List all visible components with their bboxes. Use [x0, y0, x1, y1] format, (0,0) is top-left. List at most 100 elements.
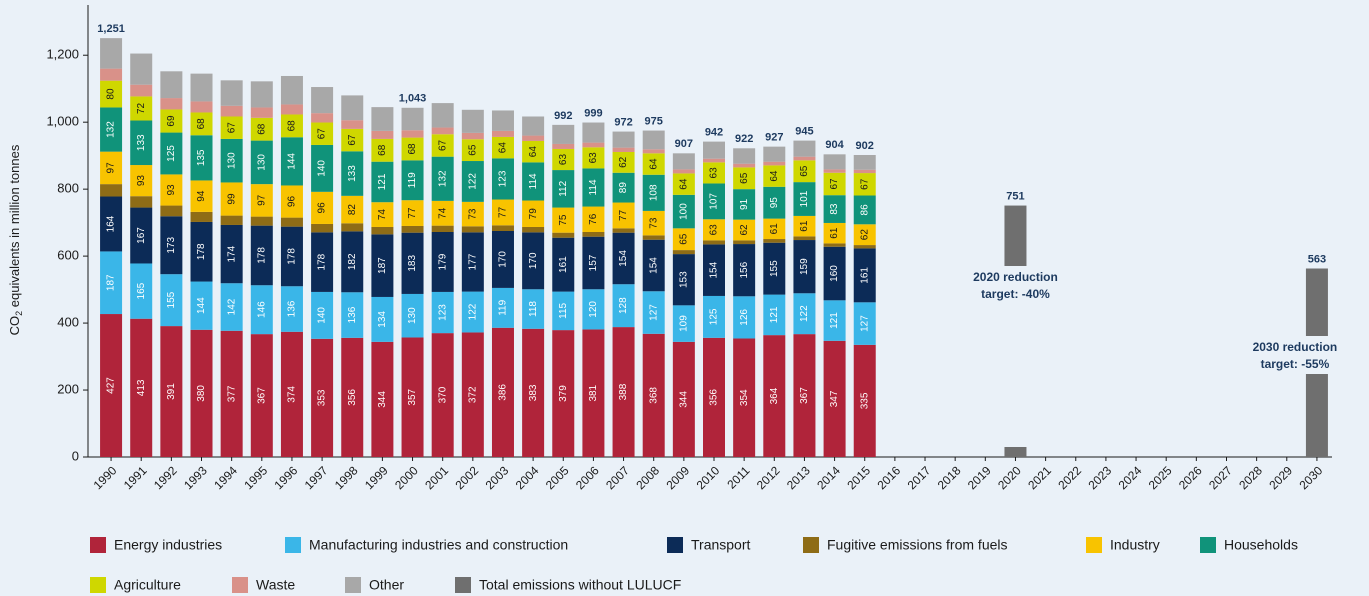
- legend-swatch: [345, 577, 361, 593]
- y-tick-label: 200: [57, 381, 79, 396]
- bar-segment: [371, 234, 394, 297]
- bar-segment: [130, 96, 153, 121]
- bar-segment: [853, 245, 876, 249]
- data-label: 119: [498, 299, 509, 315]
- data-label: 65: [739, 172, 750, 184]
- data-label: 67: [226, 122, 237, 134]
- bar-segment: [461, 139, 484, 162]
- data-label: 135: [196, 149, 207, 166]
- bar-segment: [220, 105, 243, 117]
- bar-segment: [250, 225, 273, 286]
- legend-label: Total emissions without LULUCF: [479, 577, 681, 593]
- bar-segment: [763, 165, 786, 187]
- data-label: 391: [166, 383, 177, 400]
- bar-segment: [733, 189, 756, 220]
- bar-segment: [190, 101, 213, 113]
- bar-segment: [823, 154, 846, 170]
- bar-segment: [220, 215, 243, 225]
- legend-label: Waste: [256, 577, 295, 593]
- bar-segment: [160, 326, 183, 457]
- bar-segment: [642, 130, 665, 150]
- legend-swatch: [803, 537, 819, 553]
- bar-segment: [763, 186, 786, 219]
- data-label: 133: [347, 165, 358, 182]
- bar-segment: [703, 158, 725, 163]
- y-axis-label-part: equivalents in million tonnes: [7, 144, 22, 311]
- data-label: 130: [226, 152, 237, 169]
- data-label: 388: [618, 383, 629, 400]
- legend-label: Transport: [691, 537, 751, 553]
- bar-segment: [250, 140, 273, 185]
- bar-segment: [793, 156, 816, 161]
- bar-segment: [220, 283, 243, 331]
- bar-segment: [522, 328, 545, 457]
- bar-segment: [491, 136, 514, 159]
- data-label: 140: [317, 307, 328, 324]
- bar-segment: [491, 225, 514, 231]
- bar-segment: [733, 148, 756, 164]
- bar-segment: [461, 161, 484, 202]
- bar-segment: [401, 225, 424, 233]
- data-label: 67: [437, 139, 448, 151]
- legend-swatch: [667, 537, 683, 553]
- bar-segment: [491, 287, 514, 328]
- total-label: 1,043: [399, 93, 427, 105]
- bar-segment: [853, 169, 876, 174]
- data-label: 374: [287, 386, 298, 403]
- bar-segment: [582, 236, 605, 290]
- data-label: 130: [256, 154, 267, 171]
- data-label: 127: [859, 315, 870, 332]
- bar-segment: [642, 235, 665, 240]
- bar-segment: [280, 114, 303, 138]
- bar-segment: [823, 172, 846, 196]
- bar-segment: [190, 329, 213, 457]
- data-label: 83: [829, 203, 840, 215]
- bar-segment: [823, 340, 846, 457]
- data-label: 167: [136, 227, 147, 244]
- bar-segment: [522, 116, 545, 136]
- data-label: 62: [618, 156, 629, 168]
- bar-segment: [100, 184, 123, 197]
- data-label: 72: [136, 102, 147, 114]
- bar-segment: [341, 223, 364, 232]
- bar-segment: [130, 263, 153, 319]
- data-label: 126: [739, 309, 750, 326]
- bar-segment: [612, 147, 635, 152]
- data-label: 82: [347, 204, 358, 216]
- bar-segment: [522, 232, 545, 290]
- data-label: 119: [407, 172, 418, 188]
- bar-segment: [672, 228, 695, 251]
- data-label: 74: [377, 209, 388, 221]
- bar-segment: [733, 296, 756, 339]
- annotation: target: -40%: [981, 287, 1050, 301]
- bar-segment: [190, 135, 213, 181]
- bar-segment: [401, 232, 424, 294]
- data-label: 368: [648, 387, 659, 404]
- total-label: 945: [795, 126, 813, 138]
- bar-segment: [431, 103, 454, 128]
- data-label: 123: [437, 304, 448, 321]
- bar-segment: [160, 174, 183, 206]
- legend-label: Manufacturing industries and constructio…: [309, 537, 568, 553]
- data-label: 77: [407, 207, 418, 219]
- data-label: 127: [648, 304, 659, 321]
- y-tick-label: 800: [57, 181, 79, 196]
- bar-segment: [371, 161, 394, 203]
- bar-segment: [280, 226, 303, 287]
- data-label: 123: [498, 170, 509, 187]
- data-label: 122: [799, 305, 810, 322]
- data-label: 154: [709, 261, 720, 278]
- data-label: 112: [558, 180, 569, 196]
- bar-segment: [522, 200, 545, 227]
- data-label: 178: [287, 248, 298, 265]
- bar-segment: [642, 174, 665, 211]
- bar-segment: [100, 107, 123, 152]
- bar-segment: [793, 334, 816, 457]
- data-label: 68: [287, 120, 298, 132]
- bar-segment: [371, 226, 394, 235]
- data-label: 121: [377, 173, 388, 190]
- bar-segment: [703, 240, 725, 245]
- data-label: 61: [829, 227, 840, 239]
- data-label: 130: [407, 307, 418, 324]
